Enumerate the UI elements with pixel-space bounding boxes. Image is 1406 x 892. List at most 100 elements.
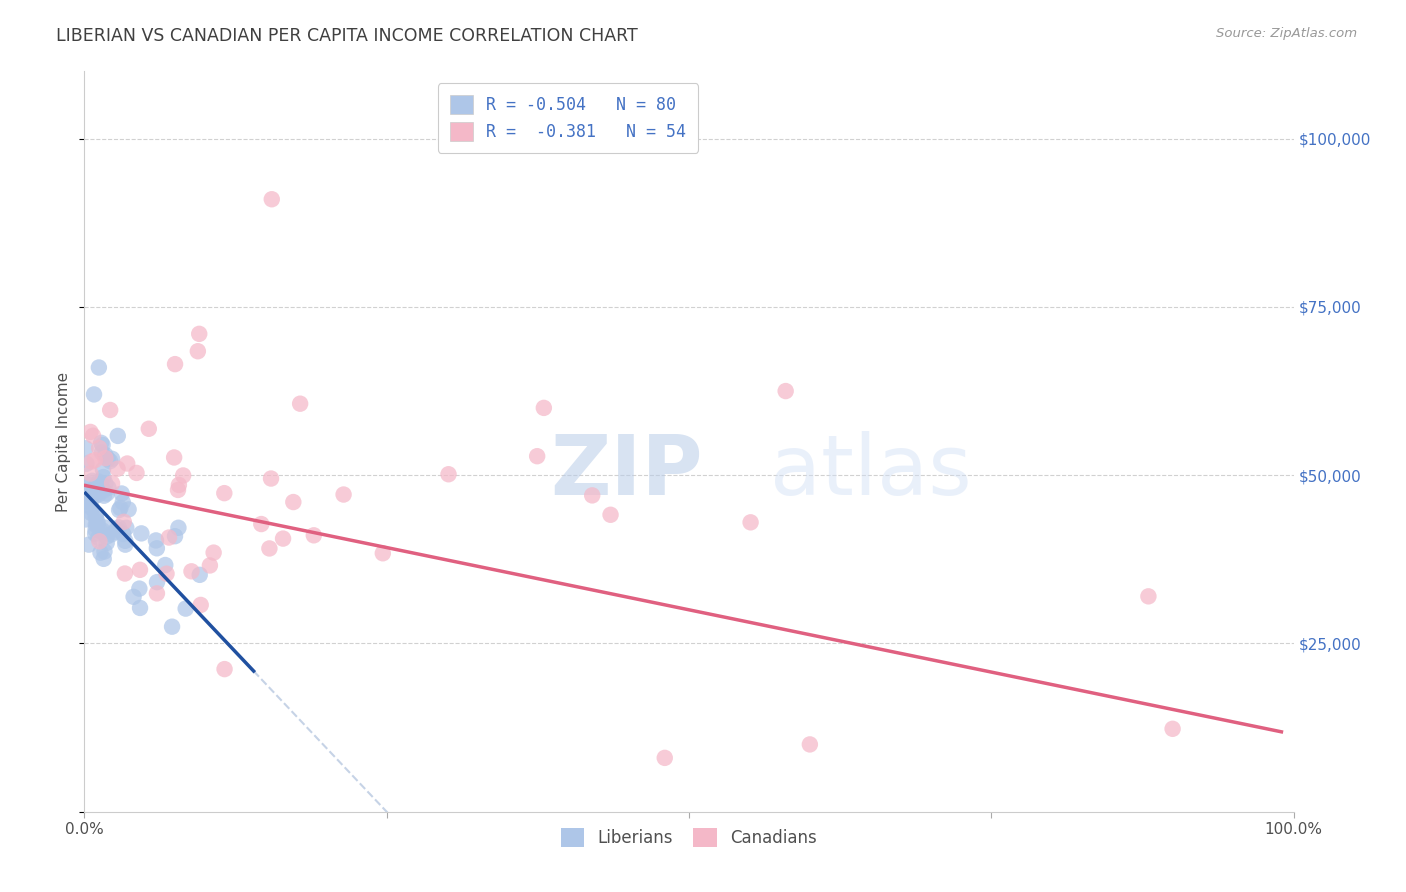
Point bbox=[107, 429, 129, 443]
Point bbox=[84, 523, 107, 537]
Point bbox=[129, 601, 152, 615]
Point bbox=[87, 360, 110, 375]
Point bbox=[260, 192, 283, 206]
Point bbox=[77, 494, 100, 508]
Point bbox=[75, 457, 97, 471]
Point bbox=[371, 546, 394, 560]
Point bbox=[89, 546, 111, 560]
Point bbox=[90, 445, 112, 459]
Point bbox=[138, 422, 160, 436]
Point bbox=[112, 527, 135, 541]
Point bbox=[80, 454, 103, 468]
Point bbox=[533, 401, 555, 415]
Point bbox=[93, 470, 115, 484]
Point bbox=[90, 476, 112, 491]
Point bbox=[108, 503, 131, 517]
Point bbox=[79, 467, 101, 481]
Point bbox=[80, 506, 103, 520]
Point bbox=[83, 483, 105, 497]
Point bbox=[75, 512, 97, 526]
Point bbox=[146, 541, 169, 556]
Point bbox=[302, 528, 325, 542]
Text: ZIP: ZIP bbox=[550, 431, 703, 512]
Point bbox=[93, 544, 115, 558]
Point bbox=[77, 477, 100, 491]
Point bbox=[82, 428, 104, 442]
Point bbox=[97, 481, 120, 495]
Point bbox=[155, 558, 177, 572]
Point bbox=[654, 751, 676, 765]
Point bbox=[146, 586, 169, 600]
Point bbox=[84, 526, 107, 541]
Point bbox=[75, 442, 97, 456]
Point bbox=[89, 534, 111, 549]
Point bbox=[91, 483, 114, 498]
Point bbox=[94, 520, 117, 534]
Point bbox=[187, 344, 209, 359]
Point bbox=[87, 483, 110, 498]
Point bbox=[125, 466, 148, 480]
Point bbox=[188, 326, 211, 341]
Point bbox=[107, 461, 129, 475]
Point bbox=[1137, 590, 1160, 604]
Point bbox=[202, 546, 225, 560]
Point bbox=[90, 435, 112, 450]
Point bbox=[111, 486, 134, 500]
Point bbox=[94, 476, 117, 491]
Point bbox=[198, 558, 221, 573]
Point bbox=[180, 565, 202, 579]
Point bbox=[167, 521, 190, 535]
Point bbox=[91, 524, 114, 538]
Point bbox=[97, 452, 120, 467]
Point bbox=[437, 467, 460, 482]
Point bbox=[87, 475, 110, 489]
Point bbox=[79, 491, 101, 506]
Point bbox=[160, 620, 183, 634]
Point bbox=[98, 454, 121, 468]
Point bbox=[104, 524, 127, 539]
Point bbox=[84, 453, 107, 467]
Point bbox=[82, 486, 104, 500]
Point bbox=[82, 474, 104, 488]
Point bbox=[174, 601, 197, 615]
Point bbox=[799, 738, 821, 752]
Point bbox=[250, 516, 273, 531]
Text: LIBERIAN VS CANADIAN PER CAPITA INCOME CORRELATION CHART: LIBERIAN VS CANADIAN PER CAPITA INCOME C… bbox=[56, 27, 638, 45]
Point bbox=[94, 451, 117, 466]
Text: atlas: atlas bbox=[770, 431, 972, 512]
Point bbox=[87, 487, 110, 501]
Point bbox=[83, 480, 105, 494]
Point bbox=[271, 532, 294, 546]
Point bbox=[129, 563, 152, 577]
Point bbox=[122, 590, 145, 604]
Point bbox=[96, 486, 118, 500]
Point bbox=[157, 531, 180, 545]
Point bbox=[115, 457, 138, 471]
Point bbox=[84, 507, 107, 521]
Point bbox=[163, 529, 186, 543]
Point bbox=[86, 515, 108, 529]
Point bbox=[96, 529, 118, 543]
Point bbox=[740, 516, 762, 530]
Point bbox=[1161, 722, 1184, 736]
Point bbox=[83, 387, 105, 401]
Point bbox=[172, 468, 194, 483]
Point bbox=[114, 566, 136, 581]
Point bbox=[190, 598, 212, 612]
Point bbox=[111, 495, 134, 509]
Point bbox=[93, 489, 115, 503]
Point bbox=[163, 450, 186, 465]
Point bbox=[93, 552, 115, 566]
Point bbox=[86, 516, 108, 531]
Point bbox=[131, 526, 153, 541]
Legend: Liberians, Canadians: Liberians, Canadians bbox=[553, 819, 825, 855]
Point bbox=[105, 523, 128, 537]
Point bbox=[167, 478, 190, 492]
Point bbox=[75, 484, 97, 499]
Point bbox=[288, 397, 311, 411]
Point bbox=[117, 502, 139, 516]
Point bbox=[100, 527, 122, 541]
Point bbox=[214, 486, 236, 500]
Point bbox=[165, 357, 187, 371]
Point bbox=[87, 531, 110, 545]
